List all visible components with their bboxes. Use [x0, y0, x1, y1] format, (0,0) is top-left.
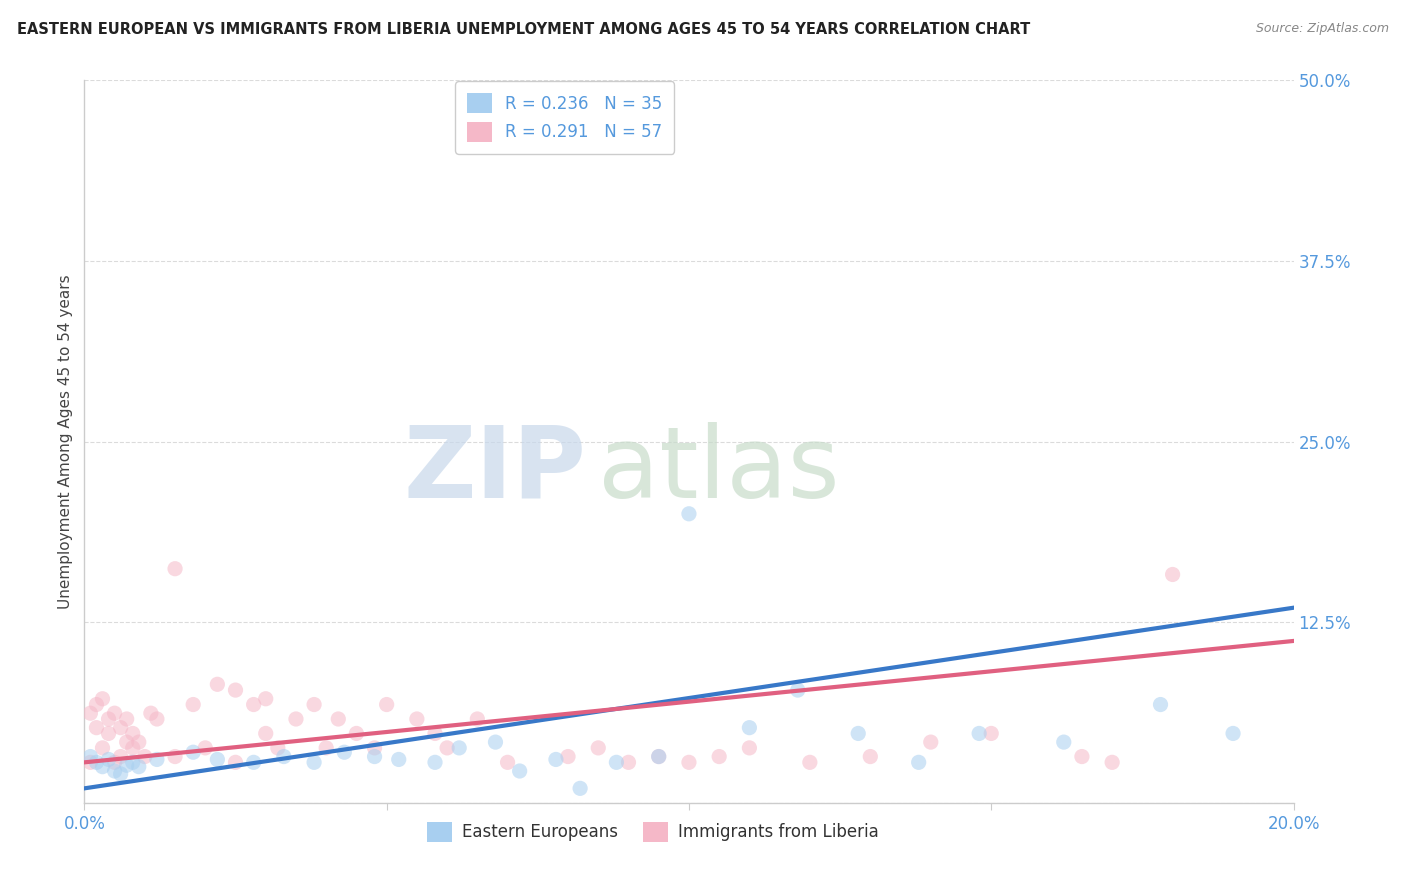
Text: Source: ZipAtlas.com: Source: ZipAtlas.com: [1256, 22, 1389, 36]
Point: [128, 735, 150, 749]
Point: [225, 756, 247, 770]
Point: [786, 683, 808, 698]
Point: [115, 712, 138, 726]
Point: [1149, 698, 1171, 712]
Point: [1161, 567, 1184, 582]
Point: [544, 752, 567, 766]
Point: [738, 721, 761, 735]
Point: [121, 726, 143, 740]
Point: [165, 749, 187, 764]
Point: [569, 781, 592, 796]
Point: [121, 756, 143, 770]
Point: [467, 712, 489, 726]
Point: [363, 749, 385, 764]
Point: [605, 756, 627, 770]
Point: [678, 756, 700, 770]
Point: [846, 726, 869, 740]
Point: [267, 740, 290, 755]
Point: [588, 740, 610, 755]
Point: [315, 740, 337, 755]
Point: [146, 712, 169, 726]
Point: [388, 752, 411, 766]
Point: [980, 726, 1002, 740]
Point: [128, 760, 150, 774]
Point: [242, 698, 264, 712]
Point: [115, 758, 138, 772]
Point: [91, 760, 114, 774]
Point: [110, 721, 132, 735]
Point: [484, 735, 506, 749]
Point: [225, 683, 247, 698]
Point: [617, 756, 640, 770]
Point: [79, 756, 101, 770]
Point: [678, 507, 700, 521]
Point: [91, 740, 114, 755]
Point: [436, 740, 458, 755]
Point: [97, 752, 120, 766]
Point: [648, 749, 671, 764]
Point: [285, 712, 308, 726]
Legend: Eastern Europeans, Immigrants from Liberia: Eastern Europeans, Immigrants from Liber…: [420, 815, 886, 848]
Point: [1222, 726, 1244, 740]
Point: [967, 726, 990, 740]
Text: atlas: atlas: [599, 422, 839, 519]
Point: [557, 749, 579, 764]
Point: [449, 740, 471, 755]
Point: [115, 735, 138, 749]
Point: [333, 745, 356, 759]
Point: [104, 706, 127, 721]
Point: [79, 706, 101, 721]
Point: [648, 749, 671, 764]
Point: [1053, 735, 1076, 749]
Point: [79, 749, 101, 764]
Point: [254, 691, 277, 706]
Point: [86, 698, 108, 712]
Y-axis label: Unemployment Among Ages 45 to 54 years: Unemployment Among Ages 45 to 54 years: [58, 274, 73, 609]
Point: [346, 726, 368, 740]
Point: [134, 749, 156, 764]
Point: [207, 752, 229, 766]
Point: [165, 562, 187, 576]
Point: [97, 712, 120, 726]
Point: [423, 726, 446, 740]
Point: [110, 767, 132, 781]
Point: [121, 740, 143, 755]
Point: [97, 726, 120, 740]
Point: [302, 698, 325, 712]
Text: EASTERN EUROPEAN VS IMMIGRANTS FROM LIBERIA UNEMPLOYMENT AMONG AGES 45 TO 54 YEA: EASTERN EUROPEAN VS IMMIGRANTS FROM LIBE…: [17, 22, 1031, 37]
Point: [423, 756, 446, 770]
Point: [207, 677, 229, 691]
Point: [709, 749, 731, 764]
Point: [920, 735, 942, 749]
Point: [146, 752, 169, 766]
Point: [110, 749, 132, 764]
Point: [496, 756, 519, 770]
Point: [859, 749, 882, 764]
Point: [181, 698, 204, 712]
Point: [91, 691, 114, 706]
Point: [104, 764, 127, 778]
Point: [181, 745, 204, 759]
Point: [86, 756, 108, 770]
Point: [1071, 749, 1094, 764]
Point: [302, 756, 325, 770]
Point: [328, 712, 350, 726]
Point: [254, 726, 277, 740]
Point: [799, 756, 821, 770]
Point: [104, 756, 127, 770]
Point: [242, 756, 264, 770]
Point: [273, 749, 295, 764]
Point: [375, 698, 398, 712]
Point: [406, 712, 429, 726]
Point: [509, 764, 531, 778]
Point: [738, 740, 761, 755]
Point: [363, 740, 385, 755]
Point: [907, 756, 929, 770]
Point: [86, 721, 108, 735]
Point: [1101, 756, 1123, 770]
Point: [139, 706, 162, 721]
Text: ZIP: ZIP: [404, 422, 586, 519]
Point: [194, 740, 217, 755]
